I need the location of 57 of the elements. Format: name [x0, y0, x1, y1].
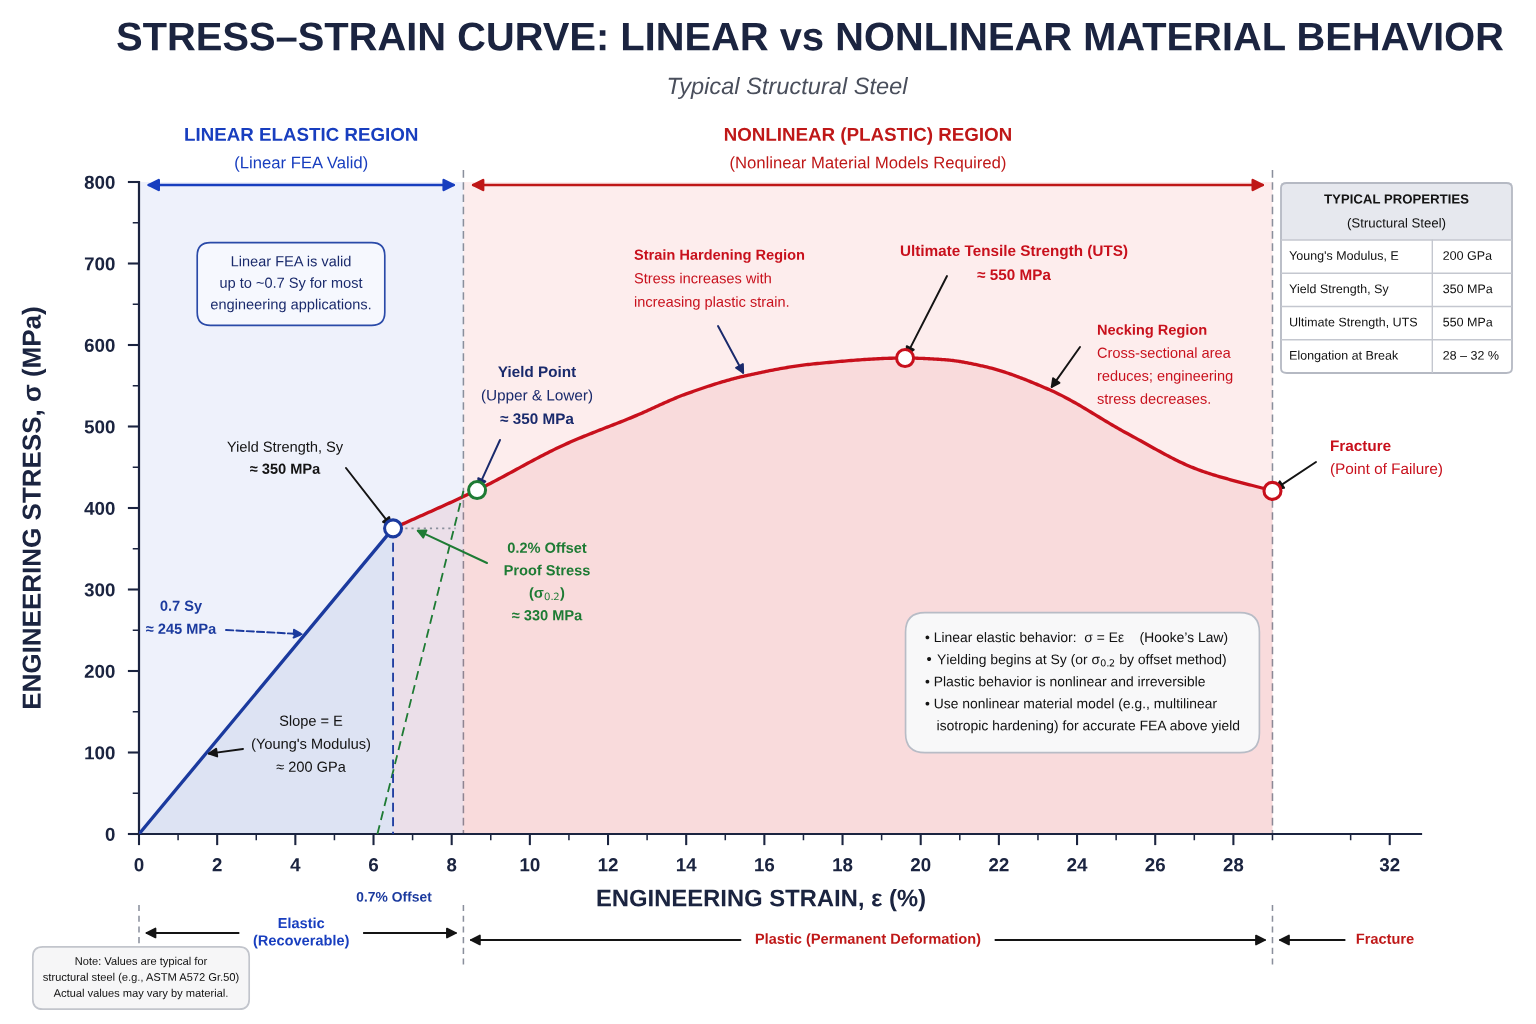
- annotation: Ultimate Strength, UTS: [1290, 317, 1418, 329]
- text: Fracture: [1356, 933, 1414, 944]
- x-tick-label: 28: [1223, 858, 1244, 872]
- chart-subtitle: Typical Structural Steel: [668, 77, 909, 99]
- annotation: Yield Strength, Sy: [1289, 284, 1389, 296]
- x-tick-label: 18: [833, 858, 853, 872]
- x-tick-label: 16: [755, 858, 775, 872]
- x-tick-label: 24: [1067, 858, 1088, 872]
- y-tick-label: 600: [84, 338, 115, 352]
- text: Elastic (Recoverable): [253, 917, 349, 949]
- annotation: Yield Point (Upper & Lower) ≈ 350 MPa: [481, 365, 593, 425]
- y-tick-label: 300: [84, 583, 115, 597]
- text: TYPICAL PROPERTIES: [1324, 194, 1469, 204]
- y-tick-label: 400: [84, 501, 115, 515]
- y-axis-title: ENGINEERING STRESS, σ (MPa): [21, 307, 46, 708]
- annotation: Ultimate Tensile Strength (UTS) ≈ 550 MPa: [900, 244, 1128, 281]
- y-tick-label: 200: [84, 664, 115, 678]
- band-label: NONLINEAR (PLASTIC) REGION (Nonlinear Material Models Required): [724, 127, 1011, 172]
- text: 350 MPa: [1443, 284, 1493, 294]
- y-tick-label: 0: [105, 827, 115, 841]
- text: 200 GPa: [1443, 251, 1493, 260]
- text: Plastic (Permanent Deformation): [755, 933, 981, 947]
- text: (Structural Steel): [1347, 217, 1446, 231]
- x-tick-label: 20: [910, 858, 931, 872]
- annotation: Yield Strength, Sy ≈ 350 MPa: [227, 441, 344, 474]
- annotation: Strain Hardening Region Stress increases with increasing plastic strain.: [634, 249, 805, 310]
- annotation: Necking Region Cross-sectional area reduces; engineering stress decreases.: [1097, 324, 1233, 404]
- x-tick-label: 6: [368, 858, 379, 872]
- x-tick-label: 22: [989, 858, 1009, 872]
- x-tick-label: 14: [676, 858, 697, 872]
- y-tick-label: 800: [84, 175, 115, 189]
- annotation: Young's Modulus, E: [1289, 250, 1399, 263]
- annotation: Linear FEA is valid up to ~0.7 Sy for most engineering applications.: [210, 255, 371, 313]
- annotation: • Linear elastic behavior: σ = Eε (Hooke’s Law) • Yielding begins at Sy (or σ$_{0.2}$ by offset method) • Plastic behavior is nonlinear and irreversible • Use nonlinear material model (e.g., multilinear isotropic hardening) for accurate FEA above yield: [925, 632, 1240, 734]
- y-tick-label: 100: [85, 746, 115, 760]
- annotation: Slope = E (Young's Modulus) ≈ 200 GPa: [252, 715, 370, 772]
- text: Note: Values are typical for structural steel (e.g., ASTM A572 Gr.50) Actual values may vary by material.: [43, 956, 239, 1000]
- x-axis-title: ENGINEERING STRAIN, ε (%): [597, 889, 925, 912]
- y-tick-label: 700: [84, 257, 115, 271]
- x-tick-label: 8: [447, 858, 457, 872]
- annotation: Elongation at Break: [1290, 350, 1399, 363]
- x-tick-label: 4: [290, 858, 301, 872]
- x-tick-label: 2: [212, 858, 222, 872]
- annotation: 0.7 Sy ≈ 245 MPa: [146, 600, 217, 634]
- x-tick-label: 0: [134, 858, 144, 872]
- x-tick-label: 32: [1379, 858, 1400, 872]
- x-tick-label: 12: [598, 858, 618, 872]
- y-tick-label: 500: [84, 420, 115, 434]
- band-label: LINEAR ELASTIC REGION (Linear FEA Valid): [185, 127, 418, 172]
- text: 0.7% Offset: [356, 891, 432, 902]
- x-tick-label: 10: [520, 858, 540, 872]
- text: 550 MPa: [1443, 317, 1493, 327]
- text: 28 – 32 %: [1443, 350, 1499, 360]
- chart-title: STRESS–STRAIN CURVE: LINEAR vs NONLINEAR MATERIAL BEHAVIOR: [117, 22, 1504, 51]
- annotation: Fracture (Point of Failure): [1330, 440, 1442, 478]
- annotation: 0.2% Offset Proof Stress (σ$_{0.2}$) ≈ 330 MPa: [504, 542, 590, 621]
- x-tick-label: 26: [1145, 858, 1165, 872]
